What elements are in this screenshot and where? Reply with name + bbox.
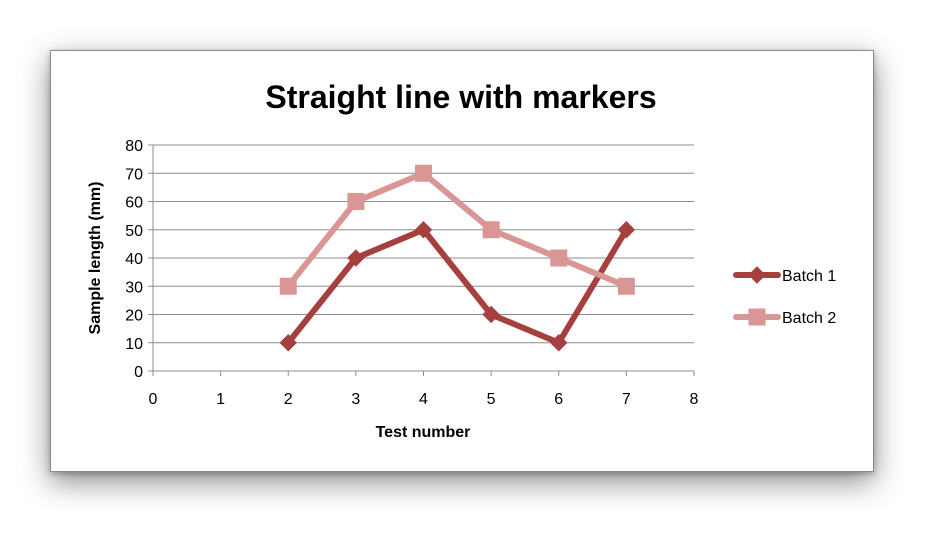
data-point-marker bbox=[550, 334, 568, 352]
x-tick-label: 3 bbox=[351, 391, 360, 408]
y-tick-label: 30 bbox=[125, 279, 143, 296]
x-tick-label: 5 bbox=[487, 391, 496, 408]
series-1 bbox=[279, 221, 636, 352]
y-tick-label: 40 bbox=[125, 251, 143, 268]
x-tick-label: 2 bbox=[284, 391, 293, 408]
x-axis-ticks: 0 1 2 3 4 5 6 7 8 bbox=[149, 371, 699, 408]
series-line bbox=[285, 226, 630, 346]
data-point-marker bbox=[482, 221, 500, 239]
y-tick-label: 60 bbox=[125, 195, 143, 212]
series-line bbox=[285, 170, 630, 290]
legend-item-1: Batch 1 bbox=[733, 266, 836, 285]
data-point-marker bbox=[347, 193, 365, 210]
x-tick-label: 8 bbox=[690, 391, 699, 408]
chart-frame bbox=[50, 50, 874, 472]
data-point-marker bbox=[482, 305, 500, 324]
x-tick-label: 6 bbox=[554, 391, 563, 408]
legend-label: Batch 2 bbox=[782, 310, 836, 327]
legend-label: Batch 1 bbox=[782, 268, 836, 285]
chart-title: Straight line with markers bbox=[265, 79, 656, 115]
legend-marker-swatch bbox=[748, 266, 766, 284]
x-tick-label: 1 bbox=[216, 391, 225, 408]
data-point-marker bbox=[414, 221, 433, 239]
data-point-marker bbox=[415, 164, 432, 182]
data-point-marker bbox=[279, 334, 297, 352]
legend-item-2: Batch 2 bbox=[733, 308, 836, 327]
x-tick-label: 4 bbox=[419, 391, 428, 408]
legend: Batch 1 Batch 2 bbox=[733, 266, 836, 327]
series-group bbox=[279, 164, 636, 352]
series-2 bbox=[279, 164, 635, 295]
data-point-marker bbox=[617, 221, 636, 239]
y-tick-label: 0 bbox=[134, 364, 143, 381]
y-tick-label: 70 bbox=[125, 166, 143, 183]
data-point-marker bbox=[550, 249, 568, 267]
y-axis-ticks: 0 10 20 30 40 50 60 70 80 bbox=[125, 138, 153, 381]
x-axis-title: Test number bbox=[376, 424, 471, 441]
x-tick-label: 7 bbox=[622, 391, 631, 408]
x-tick-label: 0 bbox=[149, 391, 158, 408]
y-tick-label: 50 bbox=[125, 223, 143, 240]
y-tick-label: 80 bbox=[125, 138, 143, 155]
y-axis-title: Sample length (mm) bbox=[87, 182, 104, 335]
data-point-marker bbox=[347, 249, 365, 267]
y-tick-label: 20 bbox=[125, 308, 143, 325]
legend-marker-swatch bbox=[748, 308, 766, 326]
data-point-marker bbox=[617, 277, 635, 295]
data-point-marker bbox=[279, 277, 297, 295]
y-tick-label: 10 bbox=[125, 336, 143, 353]
